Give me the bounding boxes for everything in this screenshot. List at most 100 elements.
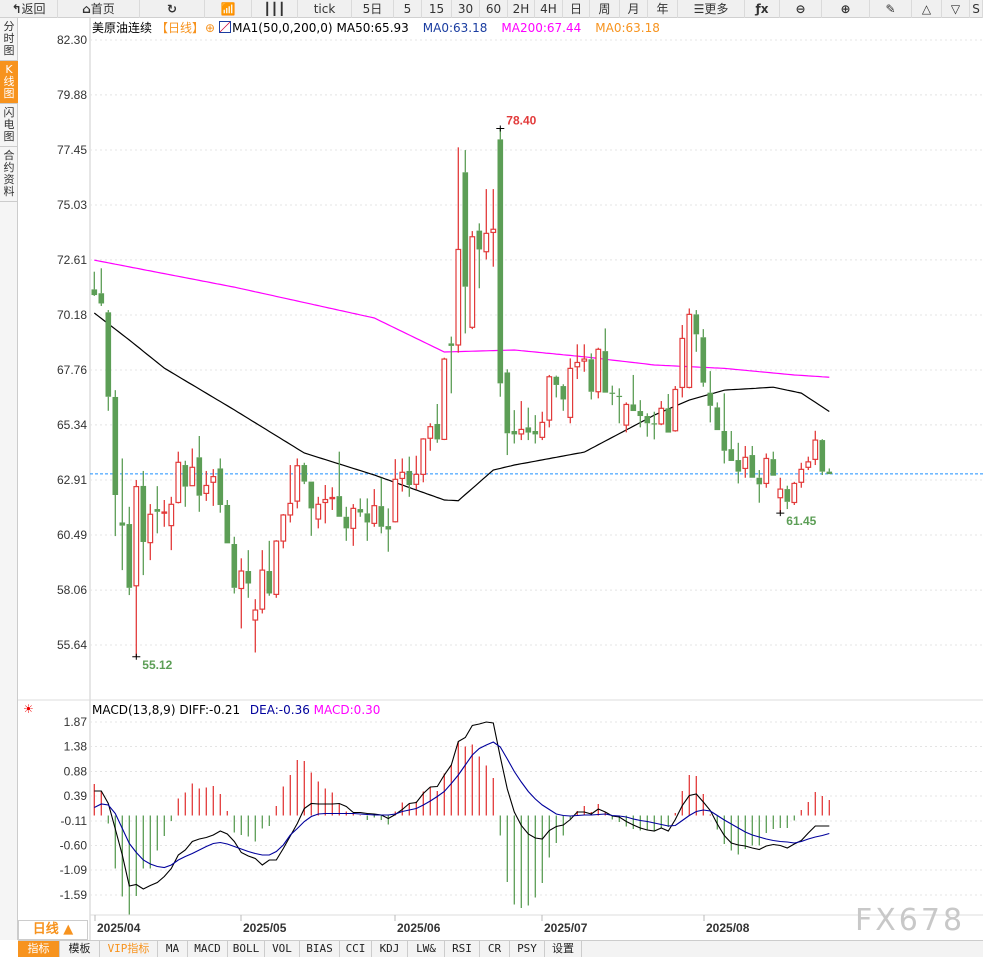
candle bbox=[196, 435, 203, 512]
candle-body-down bbox=[707, 392, 714, 406]
toolbar-button-更多[interactable]: ☰更多 bbox=[678, 0, 745, 18]
candle-body-up bbox=[392, 478, 399, 523]
candle bbox=[98, 268, 105, 306]
candle bbox=[462, 150, 469, 334]
diff-line bbox=[94, 721, 830, 890]
toolbar-button-zoom-out[interactable]: ⊖ bbox=[780, 0, 822, 18]
toolbar-button-月[interactable]: 月 bbox=[620, 0, 648, 18]
toolbar-button-S[interactable]: S bbox=[970, 0, 983, 18]
candle bbox=[336, 451, 343, 517]
toolbar-button-年[interactable]: 年 bbox=[648, 0, 678, 18]
macd-settings-icon[interactable]: ☀ bbox=[23, 702, 34, 716]
indicator-tab-RSI[interactable]: RSI bbox=[445, 941, 480, 957]
toolbar-button-fx[interactable]: ƒx bbox=[745, 0, 780, 18]
candle bbox=[385, 508, 392, 552]
candle-body-up bbox=[455, 248, 462, 346]
candle-body-down bbox=[378, 506, 385, 527]
candle-body-down bbox=[602, 351, 609, 393]
indicator-tab-VOL[interactable]: VOL bbox=[265, 941, 300, 957]
candle bbox=[273, 540, 280, 598]
macd-tick-label: 0.39 bbox=[64, 789, 88, 803]
toolbar-button-triangle-down[interactable]: ▽ bbox=[942, 0, 970, 18]
add-compare-icon[interactable]: ⊕ bbox=[205, 21, 216, 35]
toolbar-button-15[interactable]: 15 bbox=[422, 0, 452, 18]
toolbar-button-pen[interactable]: ✎ bbox=[870, 0, 912, 18]
toolbar-button-返回[interactable]: ↰返回 bbox=[0, 0, 58, 18]
candle-body-down bbox=[448, 343, 455, 346]
indicator-tab-BIAS[interactable]: BIAS bbox=[300, 941, 340, 957]
toolbar-label: 5日 bbox=[362, 2, 383, 16]
candle-body-up bbox=[168, 503, 175, 527]
candle bbox=[133, 480, 140, 657]
indicator-tab-设置[interactable]: 设置 bbox=[545, 941, 582, 957]
toolbar-button-tick[interactable]: tick bbox=[298, 0, 352, 18]
toolbar-button-triangle-up[interactable]: △ bbox=[912, 0, 942, 18]
candle-body-up bbox=[413, 473, 420, 485]
candle bbox=[420, 438, 427, 483]
toolbar-button-zoom-in[interactable]: ⊕ bbox=[822, 0, 870, 18]
toolbar-button-candlestick[interactable]: ┃┃┃ bbox=[252, 0, 298, 18]
toolbar-button-4H[interactable]: 4H bbox=[535, 0, 563, 18]
candle bbox=[532, 415, 539, 444]
toolbar-button-30[interactable]: 30 bbox=[452, 0, 480, 18]
candle-body-down bbox=[700, 337, 707, 383]
indicator-tab-BOLL[interactable]: BOLL bbox=[228, 941, 265, 957]
indicator-tab-LW&[interactable]: LW& bbox=[408, 941, 445, 957]
candle-body-down bbox=[112, 396, 119, 495]
candle bbox=[441, 357, 448, 441]
indicator-tab-MA[interactable]: MA bbox=[158, 941, 188, 957]
indicator-tab-CCI[interactable]: CCI bbox=[340, 941, 372, 957]
candle bbox=[182, 460, 189, 507]
candle bbox=[315, 496, 322, 529]
candle-body-down bbox=[385, 526, 392, 530]
candle bbox=[147, 504, 154, 561]
side-tab-0[interactable]: 分时图 bbox=[0, 18, 18, 61]
candle bbox=[658, 401, 665, 426]
extreme-marker bbox=[496, 125, 505, 132]
candle bbox=[784, 485, 791, 510]
side-tab-2[interactable]: 闪电图 bbox=[0, 104, 18, 147]
toolbar-button-indicator-chart[interactable]: 📶 bbox=[205, 0, 252, 18]
indicator-icon[interactable] bbox=[219, 21, 232, 33]
toolbar-button-首页[interactable]: ⌂首页 bbox=[58, 0, 140, 18]
candle-body-up bbox=[322, 498, 329, 504]
extreme-label-recent_low: 61.45 bbox=[786, 514, 816, 528]
toolbar-button-60[interactable]: 60 bbox=[480, 0, 508, 18]
indicator-tab-MACD[interactable]: MACD bbox=[188, 941, 228, 957]
candle bbox=[504, 369, 511, 456]
toolbar-button-refresh[interactable]: ↻ bbox=[140, 0, 205, 18]
price-tick-label: 70.18 bbox=[57, 308, 87, 322]
refresh-icon: ↻ bbox=[166, 2, 178, 16]
candle bbox=[770, 451, 777, 476]
indicator-tab-模板[interactable]: 模板 bbox=[60, 941, 100, 957]
side-tab-3[interactable]: 合约资料 bbox=[0, 147, 18, 202]
candle-body-up bbox=[581, 358, 588, 362]
side-tab-1[interactable]: K线图 bbox=[0, 61, 18, 104]
candle-body-down bbox=[434, 423, 441, 440]
candle bbox=[735, 442, 742, 484]
toolbar-button-5[interactable]: 5 bbox=[394, 0, 422, 18]
candle bbox=[217, 458, 224, 513]
indicator-tab-指标[interactable]: 指标 bbox=[18, 941, 60, 957]
toolbar-button-日[interactable]: 日 bbox=[563, 0, 590, 18]
candle bbox=[224, 499, 231, 544]
price-tick-label: 77.45 bbox=[57, 143, 87, 157]
toolbar-button-5日[interactable]: 5日 bbox=[352, 0, 394, 18]
candle bbox=[805, 456, 812, 471]
toolbar-button-2H[interactable]: 2H bbox=[508, 0, 535, 18]
indicator-tab-CR[interactable]: CR bbox=[480, 941, 510, 957]
candle-body-down bbox=[819, 440, 826, 472]
indicator-tab-KDJ[interactable]: KDJ bbox=[372, 941, 408, 957]
indicator-tab-PSY[interactable]: PSY bbox=[510, 941, 545, 957]
indicator-tab-bar: 指标 模板 VIP指标 MA MACD BOLL VOL BIAS CCI KDJ LW& RSI CR… bbox=[18, 940, 983, 957]
toolbar-button-周[interactable]: 周 bbox=[590, 0, 620, 18]
candle-body-up bbox=[315, 503, 322, 520]
candle-body-down bbox=[266, 571, 273, 594]
toolbar-label: tick bbox=[313, 2, 336, 16]
triangle-up-icon: △ bbox=[921, 2, 932, 16]
period-selector[interactable]: 日线 ▲ bbox=[18, 920, 88, 940]
candle bbox=[413, 455, 420, 490]
indicator-tab-VIP指标[interactable]: VIP指标 bbox=[100, 941, 158, 957]
toolbar-label: 返回 bbox=[21, 2, 46, 16]
